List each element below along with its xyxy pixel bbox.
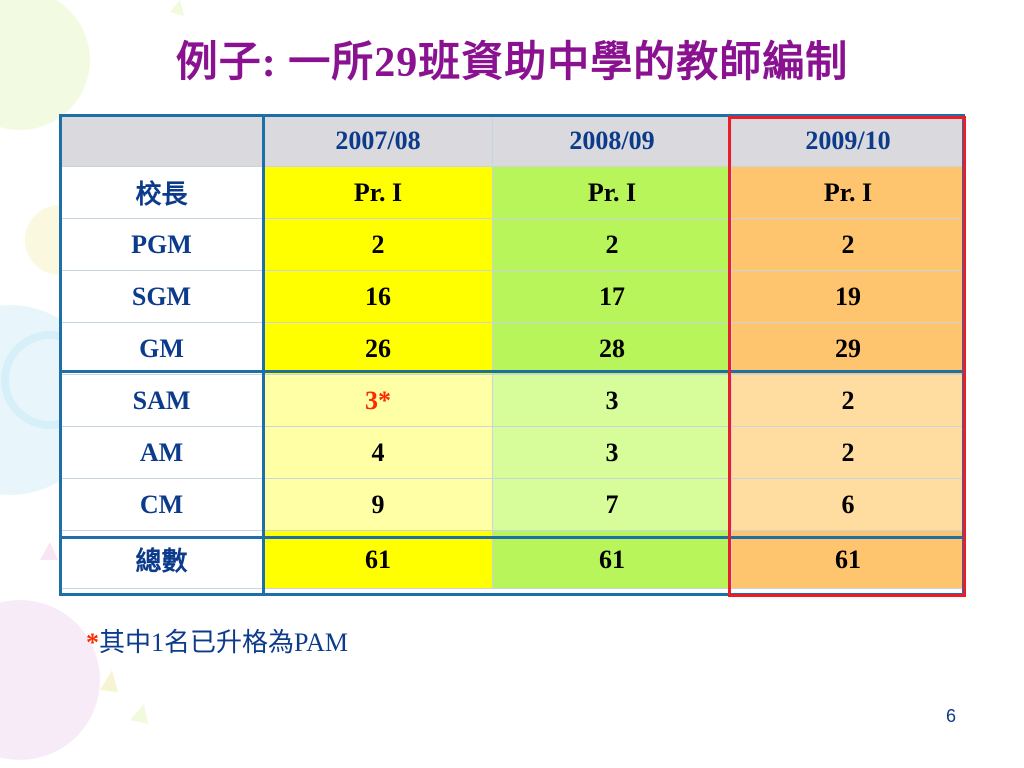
table-cell: 2 [492, 218, 732, 271]
table-cell-footnoted: 3* [263, 374, 493, 427]
table-cell: 2 [731, 426, 965, 479]
table-cell: 9 [263, 478, 493, 531]
footnote-text: 其中1名已升格為PAM [99, 628, 348, 657]
page-title: 例子: 一所29班資助中學的教師編制 [175, 40, 849, 86]
table-cell: 17 [492, 270, 732, 323]
table-row-sam: SAM 3* 3 2 [59, 374, 965, 427]
table-row-am: AM 4 3 2 [59, 426, 965, 479]
table-row-cm: CM 9 7 6 [59, 478, 965, 531]
table-cell: 2 [263, 218, 493, 271]
table-cell: 19 [731, 270, 965, 323]
footnote-marker: * [86, 628, 99, 657]
footnote: *其中1名已升格為PAM [86, 622, 348, 659]
table-cell: 61 [263, 530, 493, 589]
row-label: SGM [59, 270, 264, 323]
table-cell: 2 [731, 374, 965, 427]
row-label: 校長 [59, 166, 264, 219]
table-cell: Pr. I [263, 166, 493, 219]
table-cell: 3 [492, 374, 732, 427]
header-cell-2009-10: 2009/10 [731, 114, 965, 167]
table-cell: Pr. I [492, 166, 732, 219]
row-label: GM [59, 322, 264, 375]
table-cell: 29 [731, 322, 965, 375]
table-row-principal: 校長 Pr. I Pr. I Pr. I [59, 166, 965, 219]
header-cell-2007-08: 2007/08 [263, 114, 493, 167]
table-cell: 7 [492, 478, 732, 531]
group-divider [59, 370, 965, 373]
table-cell: 4 [263, 426, 493, 479]
table-cell: 3 [492, 426, 732, 479]
staff-establishment-table: 2007/08 2008/09 2009/10 校長 Pr. I Pr. I P… [59, 114, 965, 589]
row-label: SAM [59, 374, 264, 427]
header-cell-empty [59, 114, 264, 167]
row-label: 總數 [59, 530, 264, 589]
table-cell: 16 [263, 270, 493, 323]
table-row-gm: GM 26 28 29 [59, 322, 965, 375]
total-divider [59, 536, 965, 539]
row-label: PGM [59, 218, 264, 271]
page-number: 6 [946, 706, 957, 726]
table-row-sgm: SGM 16 17 19 [59, 270, 965, 323]
table-cell: 61 [492, 530, 732, 589]
table-cell: 26 [263, 322, 493, 375]
table-row-total: 總數 61 61 61 [59, 530, 965, 589]
table-row-pgm: PGM 2 2 2 [59, 218, 965, 271]
table-cell: 2 [731, 218, 965, 271]
label-column-divider [262, 114, 265, 596]
table-cell: Pr. I [731, 166, 965, 219]
row-label: CM [59, 478, 264, 531]
table-cell: 28 [492, 322, 732, 375]
table-header-row: 2007/08 2008/09 2009/10 [59, 114, 965, 167]
table-cell: 6 [731, 478, 965, 531]
header-cell-2008-09: 2008/09 [492, 114, 732, 167]
table-cell: 61 [731, 530, 965, 589]
row-label: AM [59, 426, 264, 479]
